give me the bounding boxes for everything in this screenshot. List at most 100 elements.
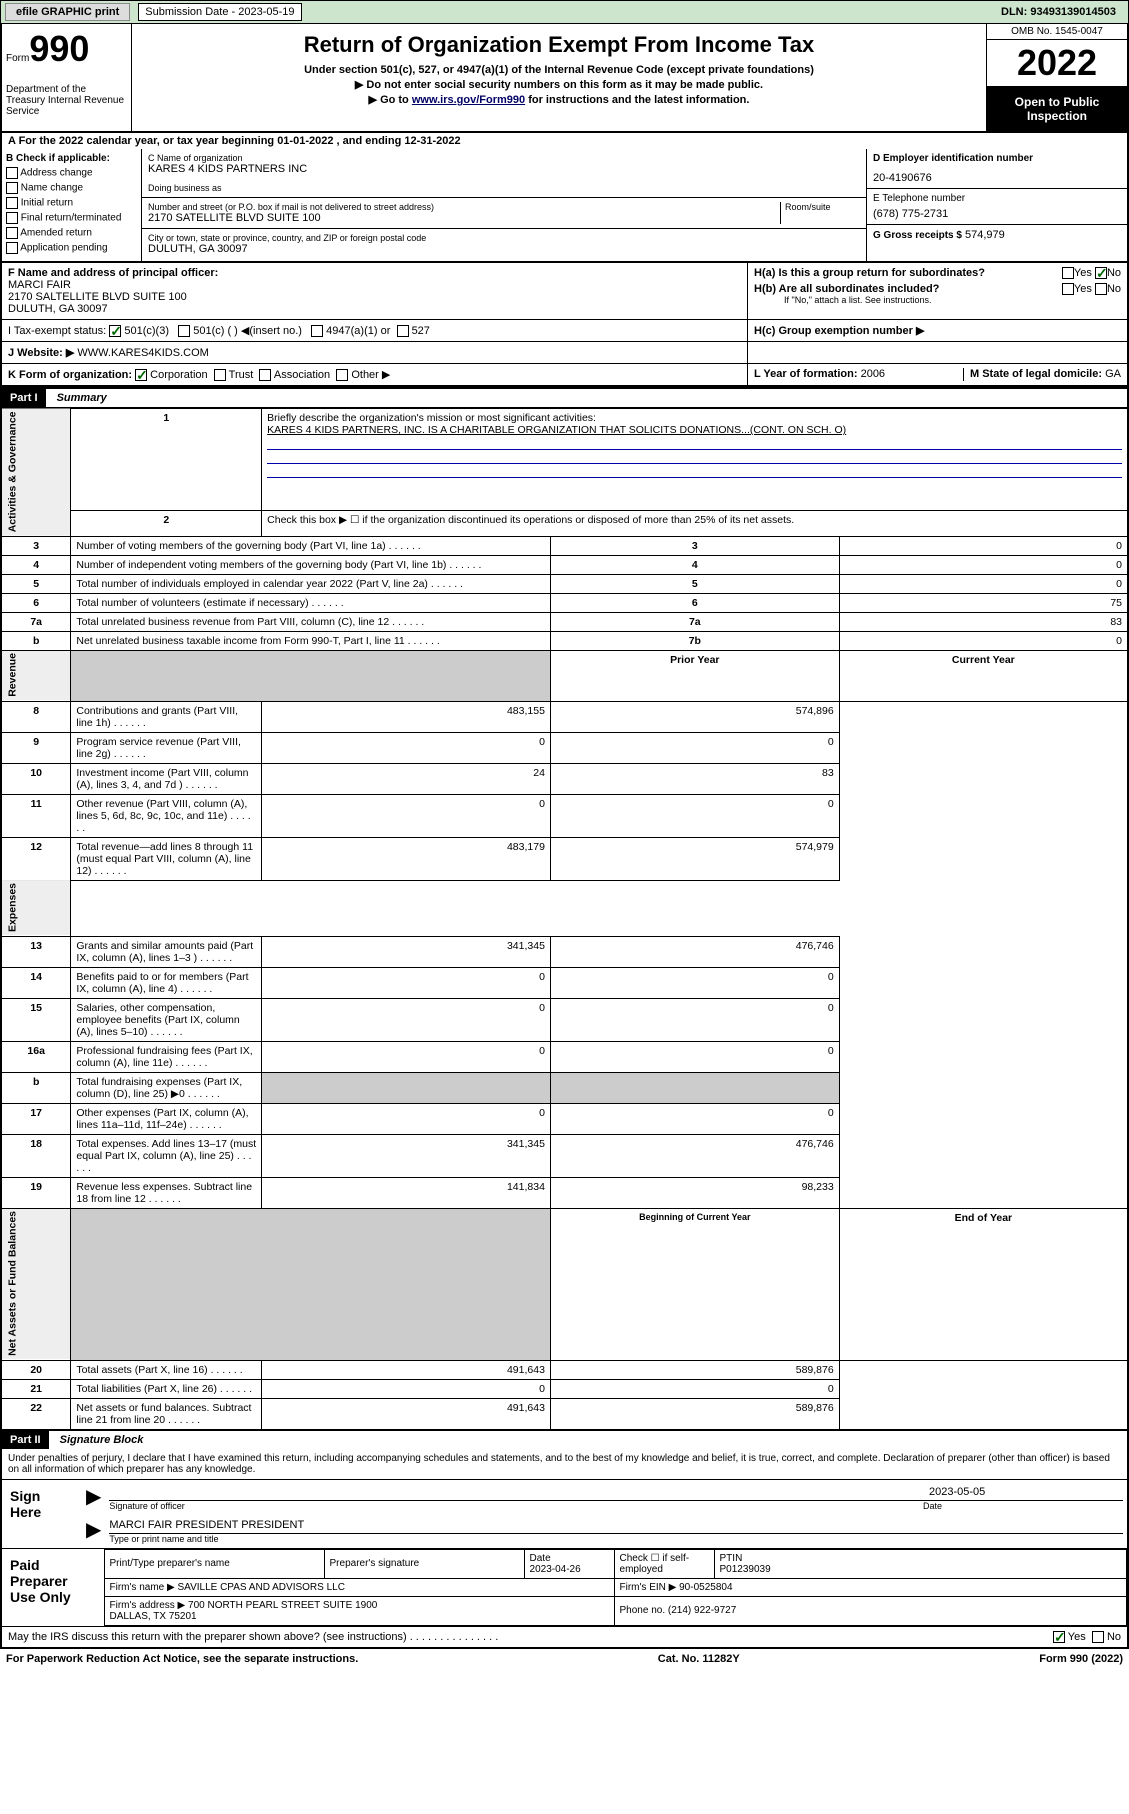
address-label: Number and street (or P.O. box if mail i… — [148, 202, 780, 212]
form-ref: Form 990 (2022) — [1039, 1653, 1123, 1665]
org-name: KARES 4 KIDS PARTNERS INC — [148, 163, 860, 175]
form-org-label: K Form of organization: — [8, 369, 132, 381]
cb-name-change[interactable]: Name change — [6, 182, 137, 194]
prep-date: 2023-04-26 — [530, 1564, 581, 1575]
domicile-label: M State of legal domicile: — [970, 368, 1102, 380]
ein-value: 20-4190676 — [873, 172, 1121, 184]
lower-rows: F Name and address of principal officer:… — [0, 263, 1129, 387]
name-title-label: Type or print name and title — [109, 1534, 1123, 1544]
cb-initial-return[interactable]: Initial return — [6, 197, 137, 209]
self-employed-check[interactable]: Check ☐ if self-employed — [614, 1549, 714, 1578]
sign-here-label: Sign Here — [2, 1480, 82, 1548]
officer-name: MARCI FAIR — [8, 279, 741, 291]
top-bar: efile GRAPHIC print Submission Date - 20… — [0, 0, 1129, 24]
subtitle-3-pre: ▶ Go to — [369, 94, 412, 106]
officer-address: 2170 SALTELLITE BLVD SUITE 100 DULUTH, G… — [8, 291, 741, 315]
side-governance: Activities & Governance — [1, 408, 71, 536]
footer: For Paperwork Reduction Act Notice, see … — [0, 1649, 1129, 1669]
colb-header: B Check if applicable: — [6, 153, 137, 164]
cb-amended-return[interactable]: Amended return — [6, 227, 137, 239]
beg-year-hdr: Beginning of Current Year — [550, 1208, 839, 1360]
part2-header: Part II — [2, 1431, 49, 1449]
omb-number: OMB No. 1545-0047 — [987, 24, 1127, 40]
501c3-checkbox[interactable] — [109, 325, 121, 337]
cat-number: Cat. No. 11282Y — [658, 1653, 740, 1665]
form-title: Return of Organization Exempt From Incom… — [136, 28, 982, 62]
side-expenses: Expenses — [1, 880, 71, 936]
prep-name-label: Print/Type preparer's name — [110, 1558, 319, 1569]
firm-name-label: Firm's name ▶ — [110, 1582, 175, 1593]
part2-bar: Part II Signature Block — [0, 1431, 1129, 1449]
gross-value: 574,979 — [965, 229, 1005, 241]
arrow-icon: ▶ — [86, 1517, 101, 1544]
l1-label: Briefly describe the organization's miss… — [267, 412, 596, 424]
side-netassets: Net Assets or Fund Balances — [1, 1208, 71, 1360]
dba-label: Doing business as — [148, 183, 860, 193]
form-label: Form — [6, 53, 29, 64]
website-value: WWW.KARES4KIDS.COM — [77, 347, 208, 359]
prep-date-label: Date — [530, 1553, 551, 1564]
efile-button[interactable]: efile GRAPHIC print — [5, 3, 130, 21]
cb-address-change[interactable]: Address change — [6, 167, 137, 179]
part1-title: Summary — [57, 392, 107, 404]
subtitle-3-post: for instructions and the latest informat… — [525, 94, 749, 106]
officer-label: F Name and address of principal officer: — [8, 267, 741, 279]
firm-ein: 90-0525804 — [679, 1582, 732, 1593]
discuss-label: May the IRS discuss this return with the… — [8, 1631, 498, 1643]
year-formation: 2006 — [861, 368, 885, 380]
l1-text: KARES 4 KIDS PARTNERS, INC. IS A CHARITA… — [267, 424, 846, 436]
declaration-text: Under penalties of perjury, I declare th… — [2, 1449, 1127, 1479]
city-label: City or town, state or province, country… — [148, 233, 860, 243]
sig-date: 2023-05-05 — [923, 1484, 1123, 1501]
prep-sig-label: Preparer's signature — [330, 1558, 519, 1569]
ein-label: D Employer identification number — [873, 153, 1121, 164]
firm-ein-label: Firm's EIN ▶ — [620, 1582, 677, 1593]
cb-final-return[interactable]: Final return/terminated — [6, 212, 137, 224]
date-label: Date — [923, 1501, 1123, 1511]
tax-year: 2022 — [987, 40, 1127, 87]
address-value: 2170 SATELLITE BLVD SUITE 100 — [148, 212, 780, 224]
side-revenue: Revenue — [1, 650, 71, 701]
sig-officer-label: Signature of officer — [109, 1501, 923, 1511]
cb-application-pending[interactable]: Application pending — [6, 242, 137, 254]
irs-link[interactable]: www.irs.gov/Form990 — [412, 94, 525, 106]
officer-name-title: MARCI FAIR PRESIDENT PRESIDENT — [109, 1517, 1123, 1534]
l2-text: Check this box ▶ ☐ if the organization d… — [262, 511, 1128, 537]
corp-checkbox[interactable] — [135, 369, 147, 381]
discuss-yes-checkbox[interactable] — [1053, 1631, 1065, 1643]
ha-label: H(a) Is this a group return for subordin… — [754, 267, 985, 279]
part1-bar: Part I Summary — [0, 387, 1129, 407]
end-year-hdr: End of Year — [839, 1208, 1128, 1360]
prior-year-hdr: Prior Year — [550, 650, 839, 701]
room-label: Room/suite — [785, 202, 860, 212]
hb-label: H(b) Are all subordinates included? — [754, 283, 939, 295]
city-value: DULUTH, GA 30097 — [148, 243, 860, 255]
form-number: 990 — [29, 28, 89, 69]
tax-exempt-label: I Tax-exempt status: — [8, 325, 106, 337]
dept-label: Department of the Treasury Internal Reve… — [6, 84, 127, 117]
curr-year-hdr: Current Year — [839, 650, 1128, 701]
ha-no-checkbox[interactable] — [1095, 267, 1107, 279]
summary-table: Activities & Governance 1 Briefly descri… — [0, 407, 1129, 1431]
tel-value: (678) 775-2731 — [873, 208, 1121, 220]
year-formation-label: L Year of formation: — [754, 368, 858, 380]
paid-preparer-label: Paid Preparer Use Only — [2, 1549, 104, 1626]
dln-label: DLN: 93493139014503 — [1001, 6, 1116, 18]
period-row: A For the 2022 calendar year, or tax yea… — [0, 133, 1129, 149]
signature-block: Under penalties of perjury, I declare th… — [0, 1449, 1129, 1649]
inspection-label: Open to Public Inspection — [987, 87, 1127, 131]
org-name-label: C Name of organization — [148, 153, 860, 163]
pra-notice: For Paperwork Reduction Act Notice, see … — [6, 1653, 358, 1665]
form-header: Form990 Department of the Treasury Inter… — [0, 24, 1129, 133]
part1-header: Part I — [2, 389, 46, 407]
arrow-icon: ▶ — [86, 1484, 101, 1511]
phone-label: Phone no. — [620, 1605, 666, 1616]
submission-date: Submission Date - 2023-05-19 — [138, 3, 301, 21]
gross-label: G Gross receipts $ — [873, 230, 962, 241]
preparer-table: Print/Type preparer's name Preparer's si… — [104, 1549, 1127, 1626]
tel-label: E Telephone number — [873, 193, 1121, 204]
entity-block: B Check if applicable: Address change Na… — [0, 149, 1129, 263]
part2-title: Signature Block — [60, 1434, 144, 1446]
ptin-label: PTIN — [720, 1553, 743, 1564]
subtitle-1: Under section 501(c), 527, or 4947(a)(1)… — [136, 64, 982, 76]
